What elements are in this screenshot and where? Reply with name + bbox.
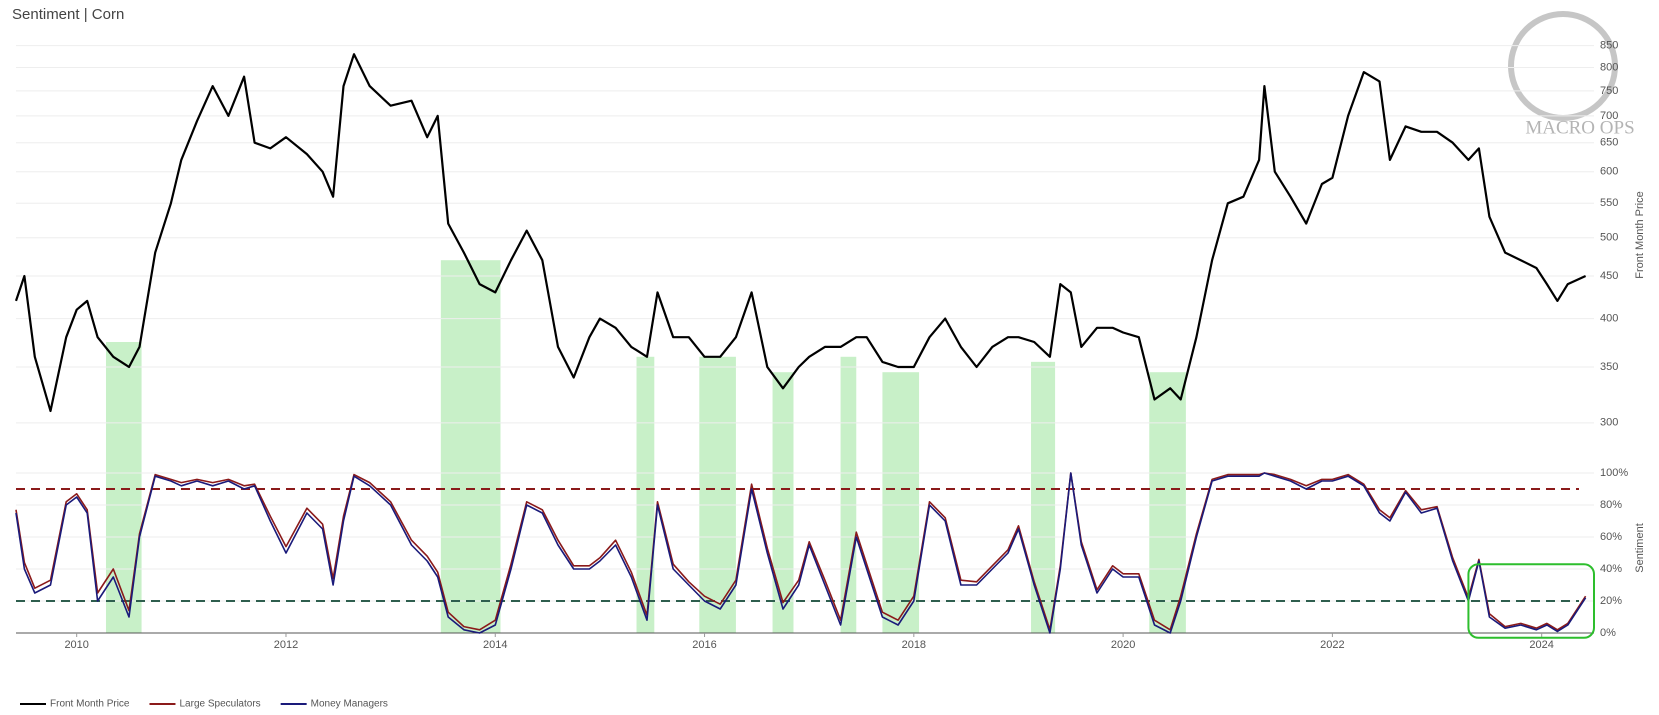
y2-tick-label: 40% [1600,563,1622,575]
highlight-band [840,356,857,633]
x-tick-label: 2014 [483,639,507,651]
x-tick-label: 2022 [1320,639,1344,651]
y2-tick-label: 60% [1600,531,1622,543]
y-tick-label: 700 [1600,110,1618,122]
highlight-band [1031,361,1056,633]
highlight-band [1149,372,1186,633]
x-tick-label: 2020 [1111,639,1135,651]
series-line [15,472,1587,631]
y-tick-label: 750 [1600,85,1618,97]
logo: MACRO OPS [1508,11,1635,138]
highlight-band [699,356,736,633]
y2-tick-label: 80% [1600,499,1622,511]
y2-axis-title: Sentiment [1634,523,1646,573]
y-axis-title: Front Month Price [1634,191,1646,278]
logo-ring [1508,11,1618,121]
y2-tick-label: 100% [1600,467,1628,479]
legend-label: Front Month Price [50,699,130,710]
y-tick-label: 300 [1600,417,1618,429]
legend-label: Large Speculators [179,699,260,710]
y2-tick-label: 0% [1600,627,1616,639]
x-tick-label: 2010 [64,639,88,651]
highlight-band [882,372,920,633]
highlight-band [636,356,655,633]
x-tick-label: 2012 [274,639,298,651]
series-line [15,472,1587,634]
y-tick-label: 800 [1600,61,1618,73]
y-tick-label: 650 [1600,137,1618,149]
chart-title: Sentiment | Corn [12,6,124,23]
y2-tick-label: 20% [1600,595,1622,607]
highlight-band [105,341,142,633]
x-tick-label: 2016 [692,639,716,651]
x-tick-label: 2018 [902,639,926,651]
legend-label: Money Managers [311,699,388,710]
y-tick-label: 600 [1600,166,1618,178]
y-tick-label: 550 [1600,197,1618,209]
y-tick-label: 500 [1600,232,1618,244]
x-tick-label: 2024 [1529,639,1553,651]
y-tick-label: 350 [1600,361,1618,373]
series-line [14,53,1587,413]
highlight-band [772,372,794,633]
highlight-band [440,260,501,633]
logo-text: MACRO OPS [1525,117,1634,138]
y-tick-label: 400 [1600,313,1618,325]
y-tick-label: 850 [1600,39,1618,51]
callout-box [1467,563,1595,639]
y-tick-label: 450 [1600,270,1618,282]
